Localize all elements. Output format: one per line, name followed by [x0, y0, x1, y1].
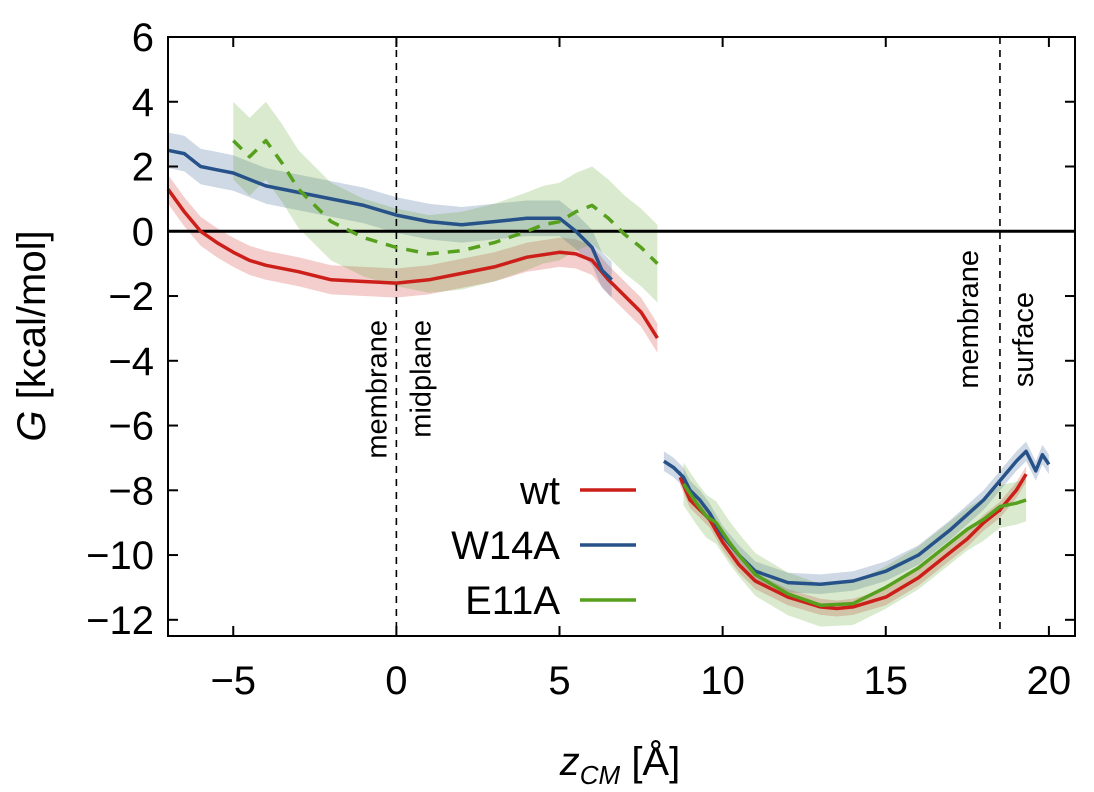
x-tick-label: 0: [385, 659, 407, 703]
x-tick-label: −5: [210, 659, 256, 703]
legend: wt W14A E11A: [451, 469, 636, 623]
y-tick-label: −12: [86, 599, 154, 643]
x-tick-label: 5: [548, 659, 570, 703]
annotation-labels: membrane midplane membrane surface: [361, 250, 1040, 459]
annotation-lines: [395, 37, 1001, 636]
legend-label: W14A: [451, 524, 560, 568]
axis-ticks: [168, 36, 1075, 636]
y-axis-label: G [kcal/mol]: [10, 230, 54, 441]
x-tick-label: 15: [864, 659, 909, 703]
uncertainty-band: [683, 462, 1027, 627]
x-tick-label: 20: [1027, 659, 1072, 703]
y-tick-label: −8: [108, 469, 154, 513]
y-tick-label: 4: [132, 81, 154, 125]
y-tick-label: 0: [132, 210, 154, 254]
plot-frame: [167, 36, 1076, 637]
uncertainty-band: [168, 132, 612, 298]
series-line: [232, 138, 659, 265]
legend-label: E11A: [465, 579, 560, 623]
y-tick-label: −2: [108, 275, 154, 319]
legend-label: wt: [519, 469, 560, 513]
y-tick-label: −10: [86, 534, 154, 578]
series-line: [682, 482, 1027, 607]
uncertainty-bands: [168, 101, 1049, 627]
annotation-label: membrane: [361, 320, 393, 459]
series-line: [167, 148, 613, 282]
uncertainty-band: [680, 466, 1027, 617]
x-tick-label: 10: [700, 659, 745, 703]
y-tick-label: −4: [108, 340, 154, 384]
series-lines: [166, 138, 1051, 611]
uncertainty-band: [663, 441, 1049, 594]
x-axis-label: zCM [Å]: [559, 739, 680, 790]
annotation-label: membrane: [953, 250, 985, 389]
annotation-label: midplane: [405, 320, 437, 438]
y-tick-label: −6: [108, 405, 154, 449]
series-line: [662, 449, 1051, 586]
annotation-label: surface: [1008, 292, 1040, 387]
y-tick-label: 6: [132, 16, 154, 60]
y-tick-label: 2: [132, 146, 154, 190]
